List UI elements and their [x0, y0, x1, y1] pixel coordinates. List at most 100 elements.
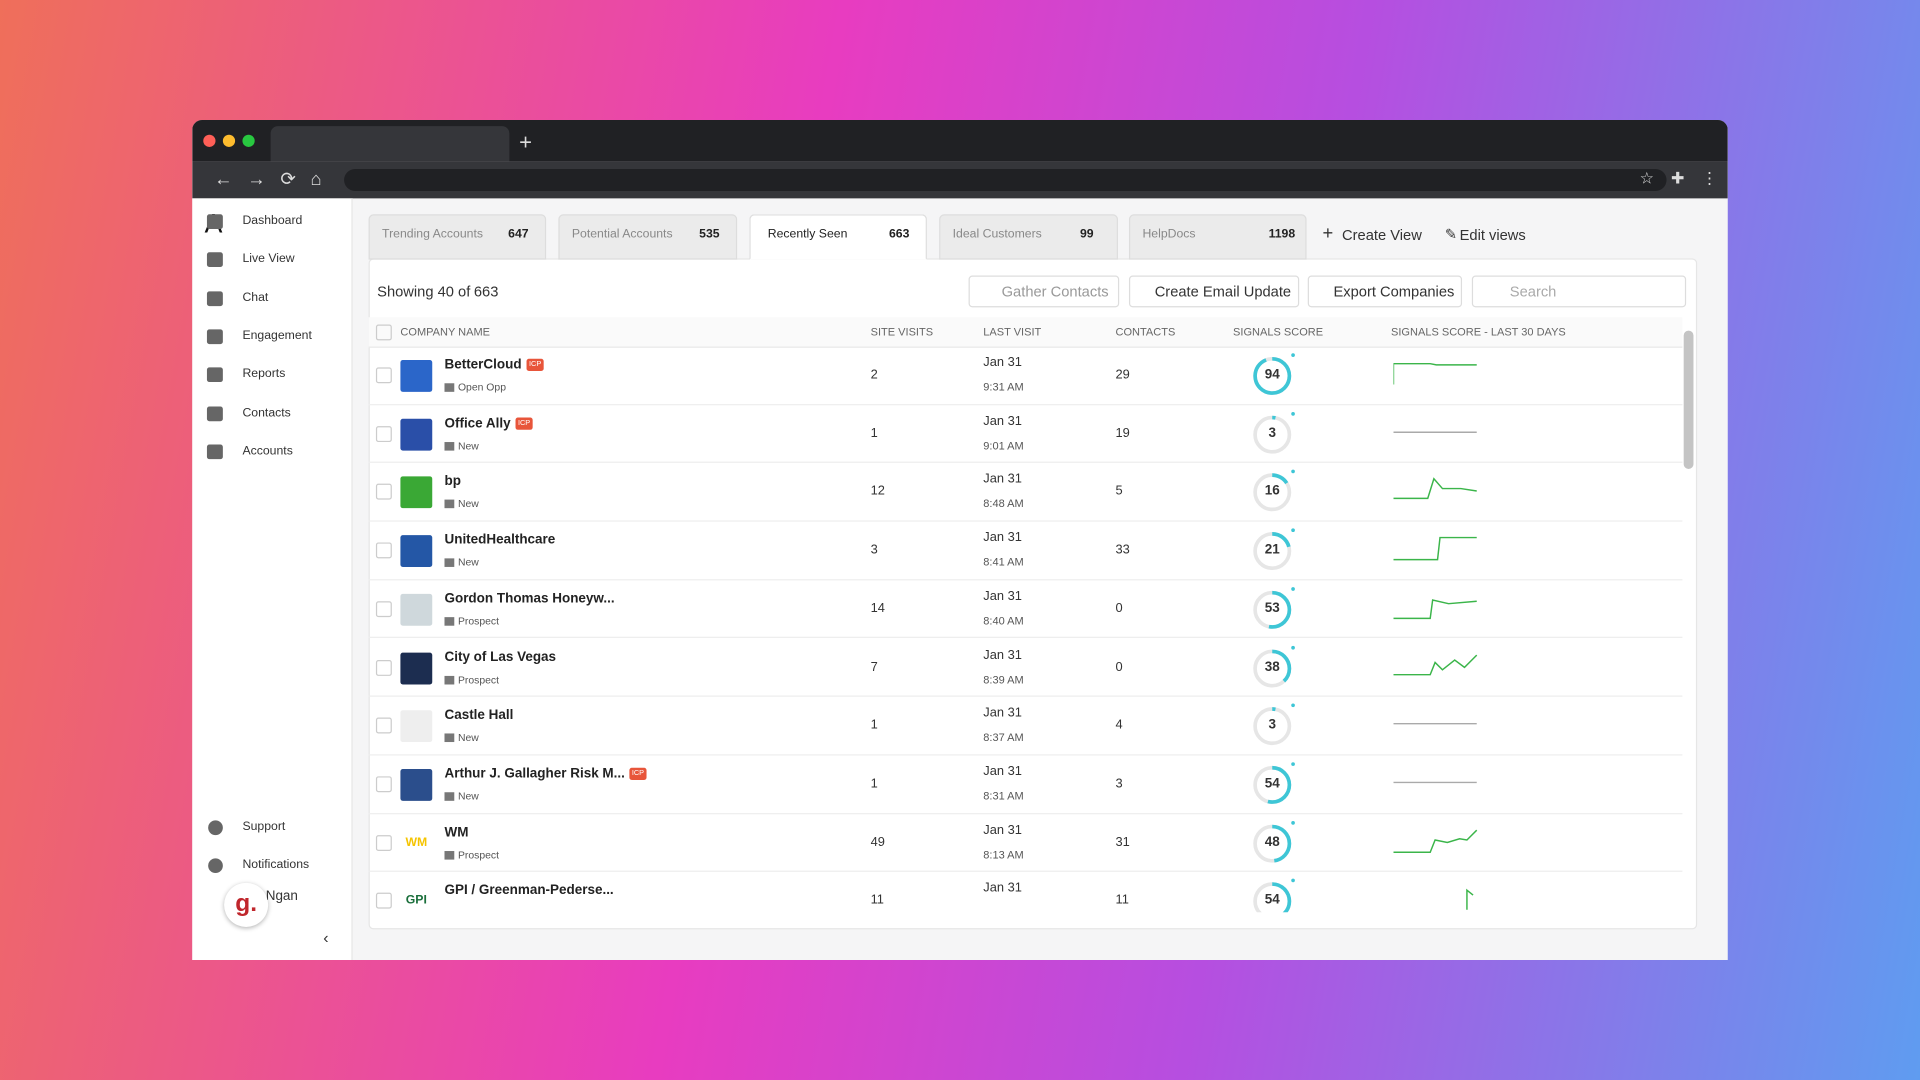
status-icon: [444, 500, 455, 509]
visit-time: 8:39 AM: [983, 672, 1024, 686]
view-tab[interactable]: [558, 214, 738, 260]
view-action[interactable]: Edit views: [1459, 226, 1526, 244]
status-icon: [444, 792, 455, 801]
nav-item[interactable]: Engagement: [242, 329, 312, 343]
company-name[interactable]: Castle Hall: [444, 707, 514, 723]
company-logo: [400, 768, 433, 801]
visit-date: Jan 31: [983, 763, 1022, 779]
nav-icon: [206, 329, 223, 345]
checkbox[interactable]: [375, 600, 392, 617]
table-row[interactable]: [368, 347, 1683, 405]
nav-item[interactable]: Support: [242, 820, 286, 834]
gather-contacts-button[interactable]: [968, 275, 1120, 308]
table-row[interactable]: [368, 814, 1683, 873]
score-dot: [1291, 703, 1295, 708]
score-arc: [1253, 707, 1292, 746]
email-update-button[interactable]: [1128, 275, 1300, 308]
table-row[interactable]: [368, 639, 1683, 697]
status[interactable]: New: [457, 556, 479, 569]
status[interactable]: New: [457, 731, 479, 744]
checkbox[interactable]: [375, 659, 392, 676]
sparkline: [1393, 723, 1477, 725]
sparkline: [1393, 598, 1477, 619]
checkbox[interactable]: [375, 542, 392, 559]
status[interactable]: New: [457, 497, 479, 510]
company-name[interactable]: GPI / Greenman-Pederse...: [444, 883, 614, 898]
company-name[interactable]: Office Ally: [444, 415, 511, 431]
browser-tab[interactable]: [270, 126, 510, 162]
table-row[interactable]: [368, 522, 1683, 581]
visit-time: 8:13 AM: [983, 848, 1024, 861]
company-name[interactable]: UnitedHealthcare: [444, 532, 556, 548]
company-name[interactable]: City of Las Vegas: [444, 649, 557, 665]
company-name[interactable]: Arthur J. Gallagher Risk M...: [444, 766, 625, 782]
browser-icons[interactable]: ☆✚⋮: [1639, 168, 1728, 188]
score-arc: [1253, 824, 1292, 863]
icp-badge: ICP: [526, 358, 544, 372]
view-tab[interactable]: [1128, 214, 1307, 260]
table-row[interactable]: [368, 580, 1683, 639]
close-dot[interactable]: [203, 134, 216, 147]
nav-item[interactable]: Notifications: [242, 858, 310, 872]
checkbox[interactable]: [375, 425, 392, 442]
nav-item[interactable]: Accounts: [242, 444, 293, 458]
checkbox[interactable]: [375, 776, 392, 793]
nav-icon: [206, 367, 223, 383]
score-dot: [1291, 762, 1295, 766]
site-visits: 2: [870, 367, 878, 383]
view-tab[interactable]: [368, 214, 547, 260]
nav-item[interactable]: Live View: [242, 252, 295, 266]
zoom-dot[interactable]: [242, 134, 255, 147]
scroll-thumb: [1683, 330, 1694, 469]
address-bar[interactable]: [344, 168, 1667, 192]
company-name[interactable]: WM: [444, 824, 469, 840]
table-row[interactable]: [368, 405, 1683, 464]
checkbox[interactable]: [375, 367, 392, 384]
table-row[interactable]: [368, 755, 1683, 814]
nav-item[interactable]: Dashboard: [242, 214, 303, 228]
nav-buttons[interactable]: ←→⟳⌂: [214, 168, 337, 190]
company-logo: [400, 652, 433, 684]
avatar[interactable]: g.: [224, 882, 269, 927]
checkbox[interactable]: [375, 484, 392, 501]
collapse[interactable]: ‹: [323, 928, 329, 947]
table-row[interactable]: [368, 697, 1683, 756]
new-tab[interactable]: +: [519, 129, 533, 155]
nav-item[interactable]: Chat: [242, 291, 269, 305]
signals-score: 21: [1264, 542, 1280, 558]
column-header[interactable]: LAST VISIT: [983, 325, 1042, 338]
checkbox[interactable]: [375, 893, 392, 909]
checkbox[interactable]: [375, 324, 392, 341]
nav-item[interactable]: Reports: [242, 367, 286, 381]
site-visits: 7: [870, 659, 878, 675]
search-box[interactable]: [1471, 275, 1687, 308]
company-name[interactable]: Gordon Thomas Honeyw...: [444, 591, 615, 606]
status[interactable]: Open Opp: [457, 380, 507, 394]
sparkline: [1393, 781, 1477, 784]
status[interactable]: Prospect: [457, 672, 500, 686]
score-ring: [1253, 878, 1295, 913]
sparkline-path: [1393, 536, 1477, 561]
company-name[interactable]: BetterCloud: [444, 357, 522, 373]
status[interactable]: Prospect: [457, 848, 500, 861]
contacts: 5: [1115, 484, 1123, 499]
table-row[interactable]: [368, 463, 1683, 522]
score-ring: [1253, 762, 1295, 804]
signals-score: 16: [1264, 484, 1280, 499]
checkbox[interactable]: [375, 834, 392, 851]
checkbox[interactable]: [375, 717, 392, 734]
export-button[interactable]: [1307, 275, 1463, 308]
company-logo: [400, 710, 433, 743]
status[interactable]: New: [457, 789, 479, 802]
view-tab[interactable]: [749, 214, 927, 260]
company-name[interactable]: bp: [444, 474, 461, 490]
table-clip: COMPANY NAME SITE VISITS LAST VISIT CONTACT…: [368, 317, 1683, 913]
view-action[interactable]: Create View: [1342, 226, 1422, 244]
column-header: COMPANY NAME: [400, 325, 491, 338]
visit-date: Jan 31: [983, 880, 1022, 896]
status[interactable]: New: [457, 439, 479, 452]
minimize-dot[interactable]: [222, 134, 236, 147]
status[interactable]: Prospect: [457, 614, 500, 627]
nav-item[interactable]: Contacts: [242, 406, 291, 421]
view-tab[interactable]: [939, 214, 1118, 260]
